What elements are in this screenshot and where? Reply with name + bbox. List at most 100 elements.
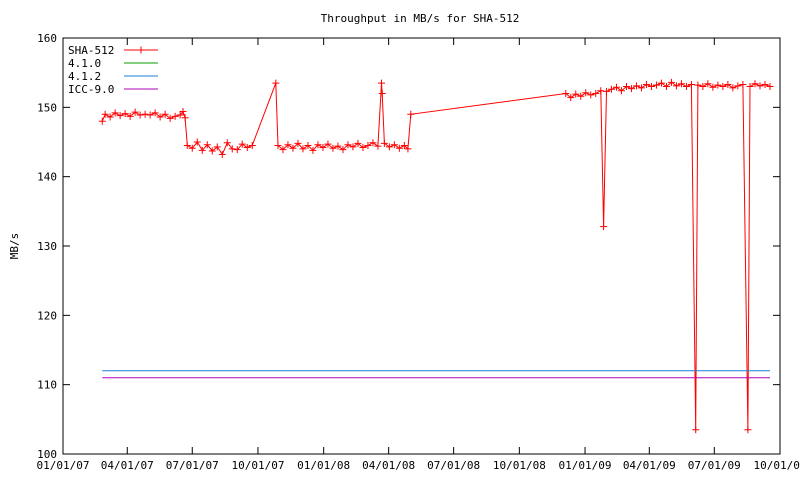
data-point xyxy=(294,139,302,147)
chart-title: Throughput in MB/s for SHA-512 xyxy=(321,12,520,25)
data-point xyxy=(667,78,675,86)
legend-marker xyxy=(137,46,145,54)
data-point xyxy=(223,139,231,147)
data-point xyxy=(198,146,206,154)
data-point xyxy=(166,114,174,122)
legend-label: ICC-9.0 xyxy=(68,83,114,96)
data-point xyxy=(390,141,398,149)
data-point xyxy=(761,80,769,88)
data-point xyxy=(744,426,752,434)
data-point xyxy=(299,145,307,153)
data-point xyxy=(682,83,690,91)
data-point xyxy=(136,111,144,119)
data-point xyxy=(116,112,124,120)
data-point xyxy=(714,81,722,89)
plot-frame xyxy=(62,37,781,455)
x-tick-label: 07/01/08 xyxy=(427,459,480,472)
data-point xyxy=(400,141,408,149)
data-point xyxy=(672,82,680,90)
data-point xyxy=(233,146,241,154)
data-point xyxy=(279,146,287,154)
data-point xyxy=(171,112,179,120)
data-point xyxy=(572,90,580,98)
data-point xyxy=(218,150,226,158)
data-point xyxy=(161,110,169,118)
x-tick-label: 01/01/07 xyxy=(37,459,90,472)
data-point xyxy=(208,147,216,155)
data-point xyxy=(567,94,575,102)
y-tick-label: 160 xyxy=(37,32,57,45)
data-point xyxy=(193,138,201,146)
data-point xyxy=(602,87,610,95)
data-point xyxy=(334,142,342,150)
data-point xyxy=(642,80,650,88)
x-tick-label: 10/01/08 xyxy=(493,459,546,472)
data-point xyxy=(101,110,109,118)
data-point xyxy=(385,143,393,151)
x-tick-label: 04/01/07 xyxy=(101,459,154,472)
data-point xyxy=(238,140,246,148)
y-axis-label: MB/s xyxy=(8,233,21,260)
x-tick-label: 01/01/09 xyxy=(559,459,612,472)
data-point xyxy=(709,83,717,91)
y-tick-label: 100 xyxy=(37,448,57,461)
data-point xyxy=(632,82,640,90)
data-point xyxy=(179,107,187,115)
data-point xyxy=(354,139,362,147)
data-point xyxy=(329,144,337,152)
data-point xyxy=(694,81,702,89)
data-point xyxy=(597,87,605,95)
data-point xyxy=(309,146,317,154)
data-point xyxy=(272,79,280,87)
data-point xyxy=(151,109,159,117)
x-tick-label: 04/01/09 xyxy=(623,459,676,472)
y-tick-label: 110 xyxy=(37,379,57,392)
data-point xyxy=(380,139,388,147)
x-tick-label: 10/01/07 xyxy=(231,459,284,472)
x-tick-label: 07/01/07 xyxy=(166,459,219,472)
data-point xyxy=(228,145,236,153)
data-point xyxy=(592,89,600,97)
data-point xyxy=(349,143,357,151)
data-point xyxy=(724,80,732,88)
data-point xyxy=(131,108,139,116)
data-point xyxy=(739,80,747,88)
data-point xyxy=(284,141,292,149)
data-point xyxy=(304,141,312,149)
data-point xyxy=(213,143,221,151)
data-point xyxy=(339,146,347,154)
y-tick-label: 150 xyxy=(37,101,57,114)
data-point xyxy=(126,112,134,120)
data-point xyxy=(766,83,774,91)
data-point xyxy=(203,141,211,149)
data-point xyxy=(98,117,106,125)
data-point xyxy=(687,80,695,88)
data-point xyxy=(719,83,727,91)
data-point xyxy=(188,144,196,152)
data-point xyxy=(181,114,189,122)
data-point xyxy=(657,79,665,87)
data-point xyxy=(121,110,129,118)
data-point xyxy=(622,83,630,91)
data-point xyxy=(729,84,737,92)
data-point xyxy=(617,87,625,95)
data-point xyxy=(243,144,251,152)
x-tick-label: 07/01/09 xyxy=(688,459,741,472)
data-point xyxy=(627,85,635,93)
data-point xyxy=(652,81,660,89)
x-tick-label: 10/01/09 xyxy=(754,459,800,472)
data-point xyxy=(378,79,386,87)
legend-label: 4.1.0 xyxy=(68,57,101,70)
data-point xyxy=(662,83,670,91)
data-point xyxy=(314,141,322,149)
data-point xyxy=(106,113,114,121)
data-point xyxy=(751,80,759,88)
x-tick-label: 04/01/08 xyxy=(362,459,415,472)
data-point xyxy=(395,144,403,152)
data-point xyxy=(359,144,367,152)
legend-label: 4.1.2 xyxy=(68,70,101,83)
data-point xyxy=(407,110,415,118)
data-point xyxy=(319,144,327,152)
data-point xyxy=(756,82,764,90)
